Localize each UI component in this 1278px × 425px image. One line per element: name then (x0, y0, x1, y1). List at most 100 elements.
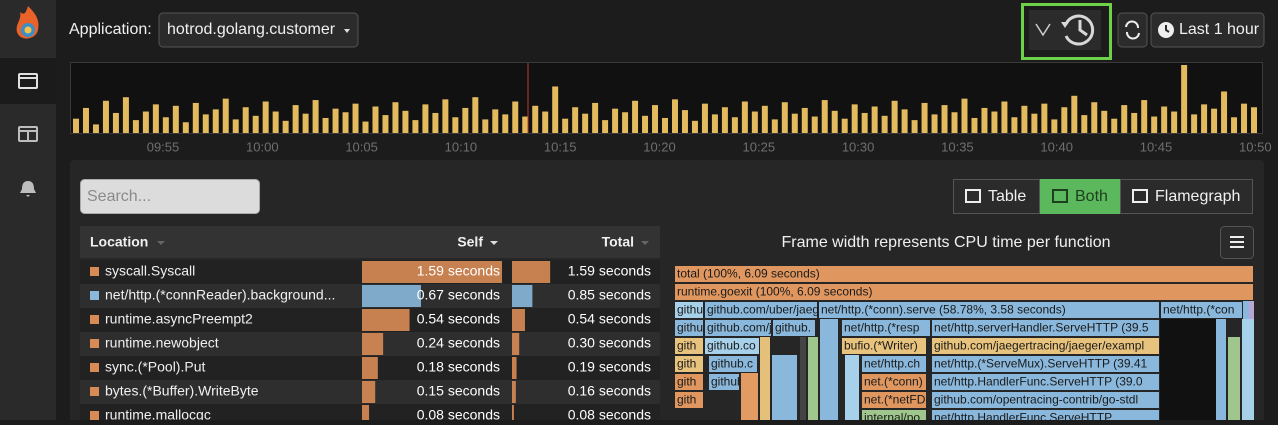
app-select[interactable] (158, 12, 359, 48)
timeline-bar (92, 124, 99, 133)
flame-frame[interactable]: github.com/opentracing-contrib/go-stdl (931, 391, 1160, 409)
frame-label: net/http.HandlerFunc.ServeHTTP (39.0 (934, 375, 1143, 389)
timeline-bar (332, 108, 339, 133)
column-location[interactable]: Location (90, 234, 148, 250)
frame-rect (674, 283, 1254, 301)
flame-frame[interactable]: runtime.goexit (100%, 6.09 seconds) (674, 283, 1254, 301)
flame-frame[interactable]: gith (674, 373, 704, 391)
self-bar (362, 309, 410, 331)
flame-frame[interactable]: githu (674, 319, 704, 337)
flame-frame[interactable]: github.co (704, 337, 760, 355)
row-color (90, 339, 99, 348)
timeline-bar (532, 105, 539, 133)
row-self: 1.59 seconds (417, 263, 500, 279)
app-select-value[interactable]: hotrod.golang.customer (167, 21, 336, 38)
flame-frame[interactable]: net/http.serverHandler.ServeHTTP (39.5 (931, 319, 1160, 337)
table-rows: syscall.Syscall 1.59 seconds 1.59 seconds n… (80, 260, 660, 425)
flame-frame[interactable]: github. (772, 319, 816, 337)
column-total[interactable]: Total (602, 234, 634, 250)
total-bar (512, 309, 525, 331)
logo (16, 6, 39, 39)
timeline-bar (1131, 112, 1138, 133)
flame-frame[interactable]: github.com/uber/jaeg (704, 301, 820, 319)
time-range-label[interactable]: Last 1 hour (1179, 21, 1260, 38)
timeline-bar (472, 97, 479, 133)
timeline-bar (1011, 117, 1018, 133)
row-total: 1.59 seconds (568, 263, 651, 279)
self-bar (362, 381, 376, 403)
flame-frame[interactable]: net/http.(*conn).serve (58.78%, 3.58 sec… (818, 301, 1160, 319)
timeline-bar (172, 105, 179, 133)
flame-frame[interactable]: net/http.(*ServeMux).ServeHTTP (39.41 (931, 355, 1160, 373)
flame-frame[interactable]: net.(*netFD (861, 391, 927, 409)
sidebar-active[interactable] (0, 58, 56, 104)
clock-hands (1165, 25, 1170, 33)
flame-frame[interactable]: net/http.(*resp (841, 319, 931, 337)
flame-frame[interactable]: net/http.HandlerFunc.ServeHTTP (39.0 (931, 373, 1160, 391)
frame-label: net/http.(*ServeMux).ServeHTTP (39.41 (934, 357, 1148, 371)
timeline-ticks: 09:55 10:00 10:05 10:10 10:15 10:20 10:25 10:30… (147, 139, 1272, 154)
timeline-bar (622, 112, 629, 133)
total-bar (512, 381, 516, 403)
flamegraph-title: Frame width represents CPU time per func… (781, 234, 1110, 251)
timeline-bar (222, 98, 229, 133)
flame-frame[interactable]: total (100%, 6.09 seconds) (674, 265, 1254, 283)
flame-frame[interactable]: github.com/jaegertracing/jaeger/exampl (931, 337, 1160, 355)
timeline-tick: 10:15 (544, 139, 577, 154)
timeline-bar (662, 117, 668, 133)
flame-frame[interactable]: net/http.HandlerFunc.ServeHTTP (931, 409, 1160, 425)
search-input[interactable] (80, 179, 260, 214)
timeline-bar (1241, 103, 1248, 133)
frame-label: github.com/jaeg (707, 321, 792, 335)
flame-frame[interactable]: bufio.(*Writer) (841, 337, 927, 355)
view-button[interactable] (953, 179, 1040, 214)
flame-frame[interactable]: github.com/jaeg (704, 319, 792, 337)
frame-rect (861, 355, 927, 373)
flame-frame[interactable]: gith (674, 337, 704, 355)
timeline-tick: 10:35 (941, 139, 974, 154)
timeline-bar (791, 113, 798, 133)
timeline-tick: 10:20 (643, 139, 676, 154)
icon-comparison[interactable] (18, 126, 38, 142)
history-button[interactable] (1029, 10, 1101, 50)
icon-alerts[interactable] (20, 181, 36, 197)
flame-frame[interactable]: github.c (708, 355, 758, 373)
frame-rect (708, 355, 758, 373)
flame-frame[interactable]: net.(*conn) (861, 373, 927, 391)
flame-frame[interactable]: gith (674, 355, 704, 373)
search-placeholder[interactable]: Search... (87, 188, 151, 205)
refresh-button[interactable] (1117, 12, 1148, 48)
timeline-tick: 10:05 (345, 139, 378, 154)
row-total: 0.30 seconds (568, 335, 651, 351)
timeline-bar (522, 116, 529, 133)
view-label[interactable]: Both (1075, 188, 1108, 205)
flame-frame[interactable]: githu (674, 301, 704, 319)
frame-rect (704, 319, 772, 337)
flame-frame[interactable]: gith (674, 391, 704, 409)
flame-frame[interactable]: net/http.(*con (1160, 301, 1243, 319)
view-button[interactable] (1120, 179, 1253, 214)
frame-label: total (100%, 6.09 seconds) (677, 267, 820, 281)
view-label[interactable]: Table (988, 188, 1026, 205)
time-range-button[interactable] (1150, 12, 1265, 48)
timeline-bar (1251, 107, 1257, 133)
flame-frame[interactable]: net/http.ch (861, 355, 927, 373)
icon-single[interactable] (18, 73, 38, 89)
row-self: 0.18 seconds (417, 359, 500, 375)
timeline-bar (741, 101, 748, 133)
timeline-bar (991, 111, 998, 133)
view-label[interactable]: Flamegraph (1155, 188, 1240, 205)
timeline-bar (432, 112, 439, 133)
flame-frame[interactable]: internal/po (861, 409, 927, 425)
timeline-bar (821, 100, 828, 133)
timeline-bar (951, 112, 958, 133)
flame-frame[interactable]: github (708, 373, 745, 391)
timeline-bar (342, 112, 349, 133)
column-self[interactable]: Self (457, 234, 483, 250)
frame-rect (674, 301, 704, 319)
timeline-bar (941, 105, 948, 133)
timeline-bar (152, 104, 159, 133)
timeline-bar (352, 103, 359, 133)
row-color (90, 291, 99, 300)
frame-rect (841, 319, 931, 337)
